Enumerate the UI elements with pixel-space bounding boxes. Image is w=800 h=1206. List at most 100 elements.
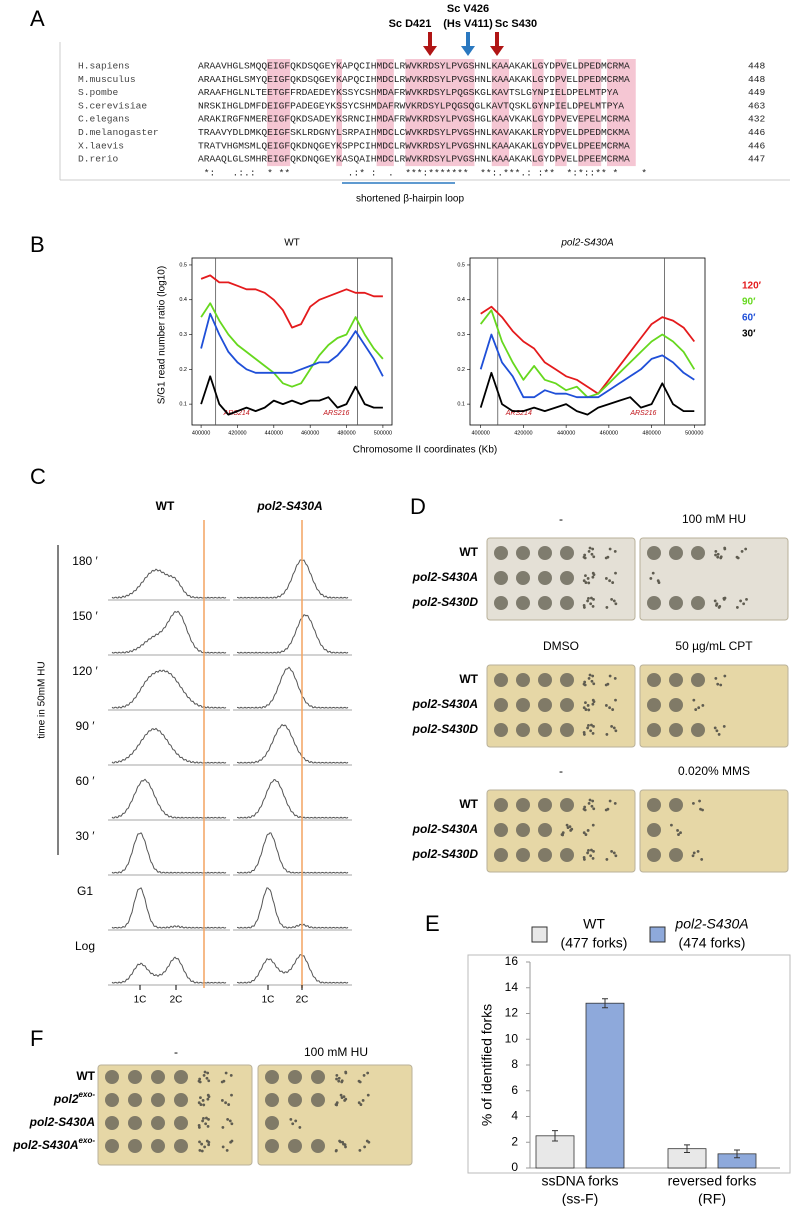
spot [265, 1116, 279, 1130]
colony [561, 833, 565, 837]
colony [611, 581, 615, 584]
error-bar [602, 998, 608, 1009]
colony [222, 1079, 226, 1083]
sequence: ARAAIHGLSMYQEIGFQKDSQGEYKAPQCIHMDCLRWVKR… [198, 74, 630, 85]
y-tick-label: 0.5 [179, 262, 187, 268]
spot [128, 1093, 142, 1107]
axis-label: time in 50mM HU [37, 661, 48, 738]
conserved-block [606, 59, 636, 167]
colony [357, 1101, 361, 1105]
colony [202, 1073, 206, 1077]
dna-histogram [236, 832, 349, 874]
species-name: D.rerio [78, 154, 119, 165]
spot [647, 698, 661, 712]
series-line [479, 371, 695, 416]
series-line [200, 375, 383, 416]
species-name: M.musculus [78, 74, 136, 85]
y-tick-label: 4 [511, 1109, 518, 1123]
colony [339, 1093, 343, 1097]
error-bar [552, 1130, 558, 1142]
condition-label: - [559, 512, 563, 526]
colony [335, 1103, 339, 1107]
spot [288, 1070, 302, 1084]
colony [582, 579, 586, 583]
strain-label: WT [459, 797, 478, 811]
spot [265, 1139, 279, 1153]
colony [199, 1096, 202, 1100]
colony [744, 547, 748, 551]
colony [344, 1070, 348, 1074]
x-tick-label: 480000 [337, 430, 355, 436]
legend-entry: 30′ [742, 329, 756, 340]
y-axis-label: % of identified forks [479, 1004, 495, 1126]
colony [206, 1124, 210, 1128]
spot [560, 546, 574, 560]
legend-entry: pol2-S430A [674, 916, 748, 932]
column-title: WT [156, 499, 175, 513]
colony [203, 1070, 207, 1074]
colony [604, 704, 608, 707]
spot [560, 596, 574, 610]
condition-label: 50 µg/mL CPT [675, 639, 753, 653]
colony [591, 823, 595, 827]
colony [742, 602, 746, 606]
spot [516, 723, 530, 737]
strain-label: pol2-S430Aexo- [12, 1136, 95, 1152]
dna-histogram [111, 669, 227, 709]
colony [204, 1122, 208, 1126]
spot [516, 698, 530, 712]
series-line [479, 333, 695, 399]
spot [647, 596, 661, 610]
spot [174, 1116, 188, 1130]
spot [174, 1093, 188, 1107]
spot [151, 1116, 165, 1130]
spot [560, 848, 574, 862]
dna-histogram [236, 723, 349, 764]
colony [582, 831, 586, 835]
colony [201, 1119, 205, 1123]
colony [692, 698, 696, 702]
colony [608, 799, 612, 803]
colony [586, 829, 590, 832]
colony [614, 854, 618, 858]
colony [367, 1140, 371, 1144]
colony [224, 1071, 228, 1075]
colony [227, 1103, 231, 1106]
colony [692, 851, 696, 855]
colony [587, 849, 590, 852]
colony [582, 682, 586, 686]
colony [714, 549, 718, 553]
spot [128, 1139, 142, 1153]
category-label: (ss-F) [562, 1191, 599, 1206]
panel-label: F [30, 1026, 43, 1051]
dna-histogram [236, 559, 349, 599]
row-label: 90 ′ [76, 719, 96, 733]
strain-label: WT [459, 672, 478, 686]
colony [717, 733, 721, 736]
chart-frame [467, 954, 791, 1174]
spot [669, 546, 683, 560]
strain-superscript: exo- [79, 1090, 96, 1099]
colony [592, 700, 596, 704]
colony [230, 1093, 233, 1097]
spot [151, 1139, 165, 1153]
colony [587, 597, 590, 600]
series-line [200, 302, 384, 388]
colony [590, 723, 593, 727]
plate [639, 537, 789, 621]
spot [494, 673, 508, 687]
spot [494, 723, 508, 737]
spot [494, 823, 508, 837]
colony [718, 604, 722, 608]
dna-histogram [236, 779, 349, 819]
y-tick-label: 8 [511, 1057, 518, 1071]
spot [669, 698, 683, 712]
colony [198, 1140, 201, 1144]
dna-content-label: 1C [262, 995, 275, 1006]
colony [589, 729, 593, 733]
colony [586, 726, 590, 730]
colony [676, 829, 679, 832]
colony [610, 597, 614, 601]
spot [174, 1139, 188, 1153]
colony [608, 547, 612, 551]
